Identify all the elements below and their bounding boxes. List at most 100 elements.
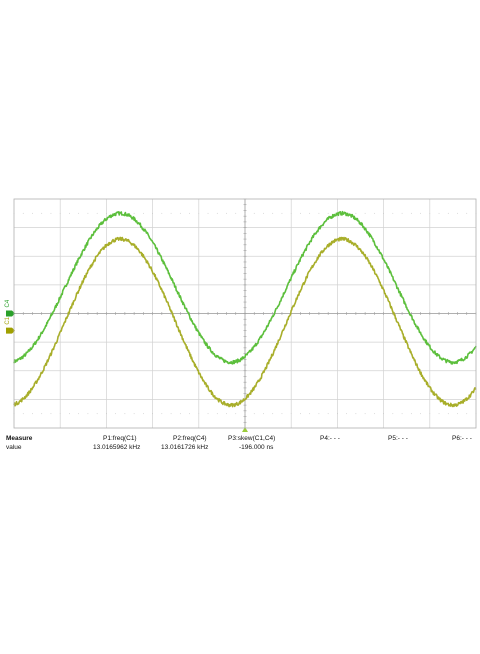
grid-dot bbox=[142, 212, 144, 214]
grid-dot bbox=[235, 413, 237, 415]
grid-dot bbox=[133, 413, 135, 415]
grid-dot bbox=[152, 413, 154, 415]
grid-dot bbox=[438, 413, 440, 415]
grid-dot bbox=[142, 413, 144, 415]
grid-dot bbox=[170, 212, 172, 214]
grid-dot bbox=[59, 212, 61, 214]
param-p2-label: P2:freq(C4) bbox=[173, 435, 207, 442]
grid-dot bbox=[41, 413, 43, 415]
grid-dot bbox=[253, 413, 255, 415]
grid-dot bbox=[161, 212, 163, 214]
grid-dot bbox=[438, 212, 440, 214]
trace-c1 bbox=[13, 236, 477, 408]
grid-dot bbox=[364, 212, 366, 214]
grid-dot bbox=[78, 212, 80, 214]
channel-label-c4: C4 bbox=[5, 299, 11, 307]
grid-dot bbox=[22, 212, 24, 214]
grid-dot bbox=[179, 212, 181, 214]
grid-dot bbox=[22, 413, 24, 415]
grid-dot bbox=[189, 212, 190, 214]
measure-heading: Measure bbox=[6, 435, 33, 442]
grid-dot bbox=[392, 212, 394, 214]
trigger-marker bbox=[242, 427, 248, 432]
grid-dot bbox=[170, 413, 172, 415]
graticule bbox=[13, 198, 477, 429]
param-p3-label: P3:skew(C1,C4) bbox=[228, 435, 276, 442]
grid-dot bbox=[457, 212, 458, 214]
grid-dot bbox=[364, 413, 366, 415]
grid-dot bbox=[466, 413, 468, 415]
param-p2-value: 13.0161726 kHz bbox=[161, 444, 209, 451]
grid-dot bbox=[189, 413, 190, 415]
grid-dot bbox=[106, 413, 107, 415]
grid-dot bbox=[457, 413, 458, 415]
grid-dot bbox=[244, 413, 246, 415]
param-p6-label: P6:- - - bbox=[452, 435, 472, 442]
grid-dot bbox=[410, 413, 412, 415]
channel-label-c1: C1 bbox=[5, 316, 11, 324]
grid-dot bbox=[318, 212, 320, 214]
grid-dot bbox=[318, 413, 320, 415]
channel-marker-c1 bbox=[6, 327, 15, 334]
grid-dot bbox=[290, 212, 292, 214]
trace-c4 bbox=[13, 210, 477, 365]
traces bbox=[13, 210, 477, 408]
grid-dot bbox=[309, 413, 311, 415]
grid-dot bbox=[198, 413, 200, 415]
grid-dot bbox=[226, 212, 227, 214]
grid-dot bbox=[420, 413, 421, 415]
channel-marker-c4 bbox=[6, 310, 15, 317]
grid-dot bbox=[87, 212, 89, 214]
grid-dot bbox=[355, 413, 357, 415]
grid-dot bbox=[87, 413, 89, 415]
grid-dot bbox=[263, 212, 264, 214]
grid-dot bbox=[226, 413, 227, 415]
grid-dot bbox=[346, 413, 348, 415]
grid-dot bbox=[281, 212, 283, 214]
grid-dot bbox=[383, 413, 384, 415]
grid-dot bbox=[244, 212, 246, 214]
grid-dot bbox=[327, 413, 329, 415]
grid-dot bbox=[207, 212, 209, 214]
grid-dot bbox=[327, 212, 329, 214]
grid-dot bbox=[32, 212, 33, 214]
grid-dot bbox=[124, 413, 126, 415]
grid-dot bbox=[235, 212, 237, 214]
plot-frame bbox=[13, 198, 477, 429]
grid-dot bbox=[401, 413, 403, 415]
grid-dot bbox=[429, 212, 431, 214]
grid-dot bbox=[373, 413, 375, 415]
param-p5-label: P5:- - - bbox=[388, 435, 408, 442]
grid-dot bbox=[152, 212, 154, 214]
grid-dot bbox=[161, 413, 163, 415]
grid-dot bbox=[300, 413, 301, 415]
grid-dot bbox=[410, 212, 412, 214]
grid-dot bbox=[96, 413, 98, 415]
grid-dot bbox=[50, 413, 52, 415]
grid-dot bbox=[78, 413, 80, 415]
grid-dot bbox=[447, 212, 449, 214]
param-p1-label: P1:freq(C1) bbox=[103, 435, 137, 442]
grid-dot bbox=[290, 413, 292, 415]
grid-dot bbox=[216, 413, 218, 415]
grid-dot bbox=[309, 212, 311, 214]
grid-dot bbox=[272, 212, 274, 214]
param-p3-value: -196.000 ns bbox=[239, 444, 274, 451]
grid-dot bbox=[32, 413, 33, 415]
grid-dot bbox=[179, 413, 181, 415]
grid-dot bbox=[263, 413, 264, 415]
param-p1-value: 13.0165962 kHz bbox=[93, 444, 141, 451]
grid-dot bbox=[420, 212, 421, 214]
grid-dot bbox=[401, 212, 403, 214]
grid-dot bbox=[447, 413, 449, 415]
grid-dot bbox=[207, 413, 209, 415]
grid-dot bbox=[216, 212, 218, 214]
channel-markers: C4 C1 bbox=[5, 299, 248, 432]
grid-dot bbox=[253, 212, 255, 214]
grid-dot bbox=[392, 413, 394, 415]
grid-dot bbox=[106, 212, 107, 214]
grid-dot bbox=[41, 212, 43, 214]
grid-dot bbox=[133, 212, 135, 214]
grid-dot bbox=[69, 212, 70, 214]
